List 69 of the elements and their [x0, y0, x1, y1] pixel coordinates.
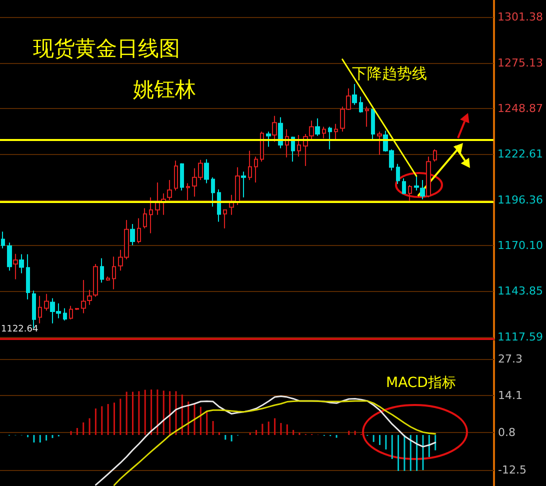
y-tick-label: 1143.85 — [498, 284, 544, 298]
candlestick — [396, 163, 400, 184]
candlestick — [223, 209, 227, 229]
candlestick — [100, 258, 104, 284]
candlestick — [137, 218, 141, 244]
candlestick — [143, 208, 147, 229]
candlestick — [174, 160, 178, 192]
candlestick — [426, 156, 431, 198]
candlestick — [44, 293, 49, 312]
candlestick — [248, 150, 252, 180]
candlestick — [352, 84, 357, 106]
candlestick — [211, 176, 215, 208]
annotation: 1122.64 — [1, 324, 38, 334]
candlestick — [7, 242, 12, 272]
candlestick — [19, 254, 24, 274]
y-tick-label: 27.3 — [498, 352, 522, 366]
candlestick — [180, 162, 184, 192]
y-tick-label: 1275.13 — [498, 56, 544, 70]
annotation: MACD指标 — [386, 375, 456, 391]
candlestick — [408, 184, 412, 202]
annotation: 下降趋势线 — [352, 64, 427, 82]
y-tick-label: 0.8 — [498, 426, 516, 440]
candlestick — [26, 254, 30, 300]
y-tick-label: 14.1 — [498, 389, 522, 402]
candlestick — [69, 305, 73, 320]
candlestick — [402, 178, 406, 195]
text: 姚钰林 — [133, 78, 196, 102]
candlestick — [13, 253, 18, 280]
candlestick — [365, 106, 369, 128]
candlestick — [315, 118, 320, 136]
candlestick — [334, 123, 338, 140]
candlestick — [167, 179, 172, 200]
candlestick — [63, 308, 67, 322]
candlestick — [186, 182, 190, 200]
candlestick — [106, 276, 110, 282]
candlestick — [359, 96, 363, 114]
candlestick — [322, 126, 326, 139]
candlestick — [204, 158, 209, 184]
candlestick — [149, 196, 153, 234]
candlestick — [420, 179, 425, 200]
candlestick — [130, 223, 135, 246]
candlestick — [241, 171, 246, 198]
candlestick — [254, 156, 258, 184]
candlestick — [235, 166, 240, 206]
y-tick-label: 1117.59 — [498, 330, 544, 344]
candlestick — [278, 116, 283, 149]
candlestick — [93, 263, 98, 298]
candlestick — [328, 126, 332, 150]
candlestick — [155, 182, 160, 216]
y-tick-label: 1222.61 — [498, 148, 544, 161]
y-tick-label: 1301.38 — [498, 10, 544, 24]
candlestick — [217, 188, 221, 222]
candlestick — [297, 134, 301, 158]
candlestick — [229, 194, 234, 216]
candlestick — [260, 131, 264, 162]
y-tick-label: 1196.36 — [498, 193, 544, 206]
text: 现货黄金日线图 — [33, 36, 180, 60]
candlestick — [371, 108, 375, 142]
candlestick — [38, 295, 42, 324]
candlestick — [414, 174, 419, 192]
y-tick-label: 1170.10 — [498, 239, 544, 252]
candlestick — [266, 131, 271, 148]
candlestick — [112, 256, 116, 290]
y-tick-label: -12.5 — [498, 463, 526, 476]
candlestick — [272, 115, 277, 142]
y-tick-label: 1248.87 — [498, 102, 544, 115]
candlestick — [1, 231, 5, 249]
candlestick — [377, 131, 382, 156]
candlestick — [433, 148, 437, 162]
